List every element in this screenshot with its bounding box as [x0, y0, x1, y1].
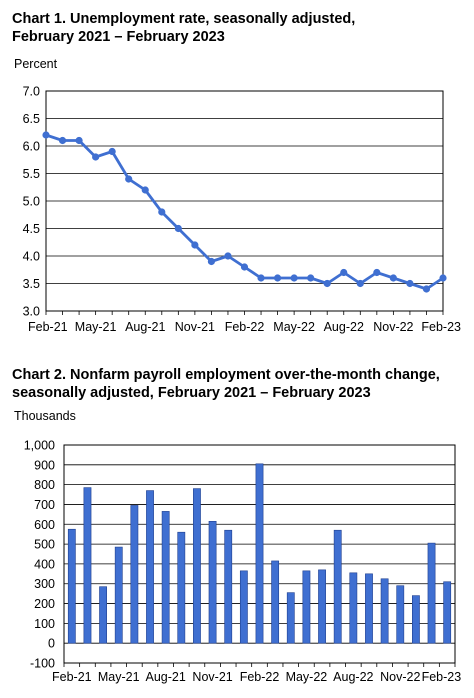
unemployment-point — [323, 279, 331, 288]
chart2-y-tick-label: 1,000 — [24, 439, 55, 453]
payroll-bar — [333, 529, 342, 644]
chart1-x-tick-label: May-22 — [273, 320, 315, 334]
chart1-x-tick-label: Nov-22 — [373, 320, 413, 334]
unemployment-point — [273, 274, 282, 282]
payroll-bar — [427, 542, 436, 644]
unemployment-point — [290, 274, 298, 282]
unemployment-point — [224, 252, 232, 260]
chart1-x-tick-label: Aug-21 — [125, 320, 165, 334]
chart1-x-tick-label: Feb-21 — [28, 320, 68, 334]
chart2-y-tick-label: 300 — [34, 577, 55, 591]
payroll-bar — [318, 569, 326, 644]
chart1-title-line2: February 2021 – February 2023 — [12, 29, 225, 45]
payroll-bar — [365, 573, 373, 644]
chart1-y-tick-label: 4.5 — [23, 222, 40, 236]
payroll-bar — [67, 528, 76, 644]
payroll-bar — [146, 490, 154, 644]
unemployment-point — [307, 274, 315, 282]
payroll-bar-chart: -100 0 100 200 300 400 500 600 700 800 900 1,000 Feb… — [24, 439, 462, 685]
payroll-bar — [83, 487, 92, 644]
chart2-x-tick-label: Feb-21 — [52, 670, 92, 684]
unemployment-point — [174, 224, 182, 233]
chart1-x-tick-label: Feb-23 — [421, 320, 461, 334]
chart1-y-tick-label: 3.0 — [23, 305, 40, 319]
unemployment-point — [207, 257, 216, 266]
chart2-plot-frame — [63, 444, 456, 664]
payroll-bar — [302, 570, 311, 644]
chart1-title-line1: Chart 1. Unemployment rate, seasonally a… — [12, 11, 356, 27]
chart1-y-tick-label: 6.5 — [23, 112, 40, 126]
payroll-bar — [271, 560, 280, 644]
chart2-y-tick-label: 800 — [34, 478, 55, 492]
unemployment-point — [125, 175, 133, 183]
unemployment-point — [108, 147, 116, 156]
payroll-bar — [130, 505, 139, 644]
chart1-x-tick-label: Nov-21 — [175, 320, 215, 334]
chart2-x-tick-label: Feb-22 — [240, 670, 280, 684]
payroll-bar — [443, 581, 452, 644]
payroll-bar — [114, 546, 123, 644]
chart1-y-tick-label: 5.5 — [23, 167, 40, 181]
payroll-bar — [224, 529, 233, 644]
chart2-x-tick-label: Aug-22 — [333, 670, 373, 684]
chart1-y-axis-label: Percent — [14, 57, 58, 71]
chart2-y-tick-label: 900 — [34, 458, 55, 472]
payroll-bar — [99, 586, 107, 644]
chart1-x-tick-label: Feb-22 — [225, 320, 265, 334]
chart1-y-tick-label: 4.0 — [23, 250, 40, 264]
chart1-x-tick-label: May-21 — [75, 320, 117, 334]
payroll-bar — [193, 488, 201, 644]
unemployment-point — [191, 241, 199, 249]
payroll-bar — [349, 572, 358, 644]
payroll-bar — [396, 585, 405, 644]
unemployment-point — [373, 268, 381, 277]
chart2-y-tick-label: 100 — [34, 617, 55, 631]
chart2-x-tick-label: May-22 — [286, 670, 328, 684]
payroll-bar — [412, 595, 420, 644]
chart2-x-tick-label: Aug-21 — [146, 670, 186, 684]
chart2-y-tick-label: -100 — [30, 657, 55, 671]
unemployment-point — [75, 136, 83, 145]
chart1-x-tick-label: Aug-22 — [324, 320, 364, 334]
chart2-x-tick-label: Feb-23 — [422, 670, 462, 684]
unemployment-point — [406, 279, 414, 288]
chart2-x-tick-label: May-21 — [98, 670, 140, 684]
unemployment-point — [257, 274, 265, 282]
payroll-bar — [208, 521, 217, 644]
payroll-bar — [239, 570, 248, 644]
unemployment-point — [42, 131, 50, 139]
chart2-x-tick-label: Nov-22 — [380, 670, 420, 684]
unemployment-point — [356, 279, 364, 288]
chart2-x-tick-label: Nov-21 — [192, 670, 232, 684]
chart1-y-tick-label: 3.5 — [23, 277, 40, 291]
unemployment-point — [141, 186, 149, 194]
chart2-title-line1: Chart 2. Nonfarm payroll employment over… — [12, 367, 440, 383]
unemployment-point — [340, 268, 348, 277]
chart2-title-line2: seasonally adjusted, February 2021 – Feb… — [12, 385, 371, 401]
unemployment-point — [58, 136, 67, 145]
payroll-bar — [177, 531, 186, 644]
payroll-bar — [161, 511, 170, 644]
chart2-y-tick-label: 200 — [34, 597, 55, 611]
chart1-y-tick-label: 5.0 — [23, 195, 40, 209]
chart1-y-tick-label: 7.0 — [23, 85, 40, 99]
chart1-y-tick-label: 6.0 — [23, 140, 40, 154]
chart2-y-tick-label: 600 — [34, 518, 55, 532]
unemployment-line-chart: 3.0 3.5 4.0 4.5 5.0 5.5 6.0 6.5 7.0 Feb-21 May-21 A… — [23, 85, 461, 335]
unemployment-point — [439, 274, 447, 282]
chart2-y-tick-label: 400 — [34, 557, 55, 571]
chart2-y-axis-label: Thousands — [14, 409, 76, 423]
payroll-bar — [286, 592, 295, 644]
chart2-y-tick-label: 500 — [34, 538, 55, 552]
unemployment-point — [158, 208, 166, 216]
payroll-bar — [255, 463, 264, 644]
unemployment-point — [240, 263, 249, 271]
unemployment-point — [389, 274, 397, 282]
chart2-y-tick-label: 700 — [34, 498, 55, 512]
chart2-y-tick-label: 0 — [48, 637, 55, 651]
unemployment-point — [422, 285, 431, 293]
payroll-bar — [380, 578, 389, 644]
unemployment-point — [92, 153, 100, 161]
